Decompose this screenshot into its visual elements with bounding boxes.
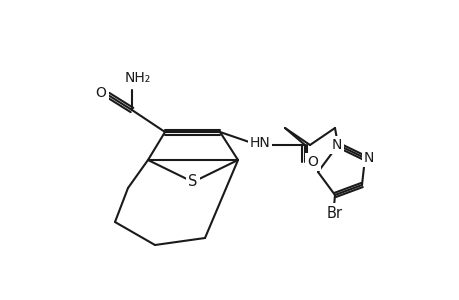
Text: N: N (331, 138, 341, 152)
Text: S: S (188, 175, 197, 190)
Text: O: O (95, 86, 106, 100)
Text: NH₂: NH₂ (125, 71, 151, 85)
Text: O: O (307, 155, 318, 169)
Text: Br: Br (326, 206, 342, 220)
Text: HN: HN (249, 136, 270, 150)
Text: N: N (363, 151, 373, 165)
